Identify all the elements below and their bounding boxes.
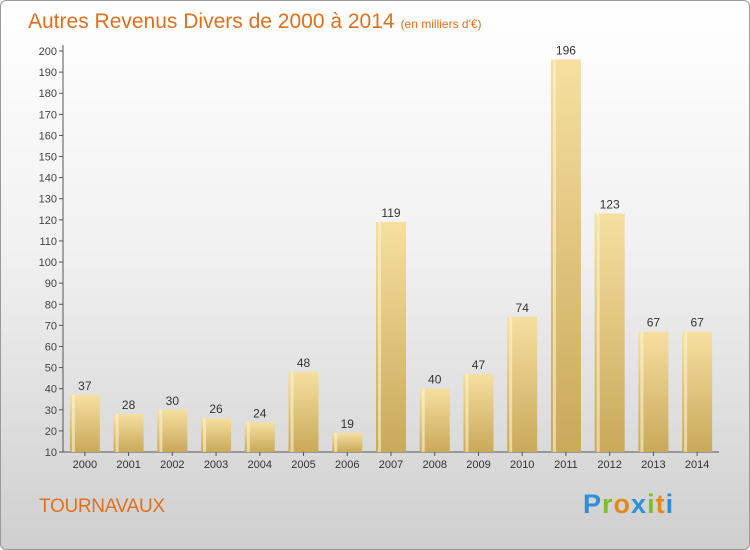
bar-highlight: [115, 414, 119, 452]
bar-highlight: [596, 213, 600, 452]
x-tick-label: 2001: [116, 459, 140, 471]
bar-highlight: [640, 331, 644, 452]
bar-highlight: [290, 371, 294, 452]
bar-highlight: [203, 418, 207, 452]
bar-value-label: 30: [166, 394, 180, 408]
y-tick-label: 180: [39, 88, 57, 100]
title-text: Autres Revenus Divers de 2000 à 2014: [28, 10, 395, 33]
y-tick-label: 190: [39, 67, 57, 79]
bar-value-label: 26: [209, 402, 223, 416]
x-tick-label: 2002: [160, 459, 184, 471]
y-tick-label: 10: [45, 447, 57, 459]
y-tick-label: 200: [39, 46, 57, 58]
y-tick-label: 170: [39, 109, 57, 121]
logo-letter: r: [602, 489, 614, 519]
x-tick-label: 2009: [466, 459, 490, 471]
bar-value-label: 119: [381, 206, 400, 220]
logo-letter: o: [613, 489, 632, 519]
bar-highlight: [71, 395, 75, 452]
y-tick-label: 50: [45, 363, 57, 375]
unit-note: (en milliers d'€): [400, 17, 482, 31]
bar-value-label: 67: [647, 316, 661, 330]
bar-highlight: [246, 422, 250, 452]
bar-value-label: 48: [297, 356, 311, 370]
bar-value-label: 19: [341, 417, 355, 431]
bar-value-label: 24: [253, 406, 267, 420]
logo-letter: t: [655, 489, 666, 519]
proxiti-logo: Proxiti: [583, 489, 674, 520]
bar-value-label: 196: [556, 43, 576, 57]
logo-letter: i: [647, 489, 656, 519]
y-tick-label: 100: [39, 257, 57, 269]
bar-highlight: [684, 331, 688, 452]
bar-value-label: 74: [516, 301, 530, 315]
bar-highlight: [465, 373, 469, 452]
x-tick-label: 2004: [248, 459, 272, 471]
y-tick-label: 90: [45, 278, 57, 290]
logo-letter: x: [631, 489, 648, 519]
bar-highlight: [159, 409, 163, 452]
bar-highlight: [509, 316, 513, 452]
bar-highlight: [334, 433, 338, 452]
logo-letter: i: [665, 489, 675, 519]
y-tick-label: 80: [45, 299, 57, 311]
bar-highlight: [421, 388, 425, 452]
y-tick-label: 120: [39, 215, 57, 227]
bar-highlight: [378, 221, 381, 452]
logo-letter: P: [583, 489, 603, 519]
bar-highlight: [552, 59, 556, 452]
y-tick-label: 40: [45, 384, 57, 396]
y-tick-label: 20: [45, 426, 57, 438]
x-tick-label: 2011: [554, 459, 578, 471]
bar-value-label: 123: [600, 198, 620, 212]
town-name: TOURNAVAUX: [39, 496, 165, 517]
x-tick-label: 2008: [422, 459, 446, 471]
x-tick-label: 2003: [204, 459, 228, 471]
x-tick-label: 2000: [73, 459, 97, 471]
bar-value-label: 37: [78, 379, 92, 393]
y-tick-label: 150: [39, 152, 57, 164]
x-tick-label: 2012: [597, 459, 621, 471]
bar: [332, 433, 363, 452]
chart-title: Autres Revenus Divers de 2000 à 2014 (en …: [28, 10, 482, 34]
bar-value-label: 40: [428, 373, 442, 387]
x-tick-label: 2010: [510, 459, 534, 471]
y-tick-label: 130: [39, 194, 57, 206]
y-tick-label: 140: [39, 173, 57, 185]
bar-value-label: 47: [472, 358, 486, 372]
x-tick-label: 2007: [379, 459, 403, 471]
bar-value-label: 28: [122, 398, 136, 412]
x-tick-label: 2006: [335, 459, 359, 471]
y-tick-label: 160: [39, 130, 57, 142]
y-tick-label: 60: [45, 341, 57, 353]
y-tick-label: 70: [45, 320, 57, 332]
bar-value-label: 67: [690, 316, 704, 330]
x-tick-label: 2014: [685, 459, 709, 471]
x-tick-label: 2013: [641, 459, 665, 471]
y-tick-label: 110: [39, 236, 57, 248]
x-tick-label: 2005: [291, 459, 315, 471]
y-tick-label: 30: [45, 405, 57, 417]
